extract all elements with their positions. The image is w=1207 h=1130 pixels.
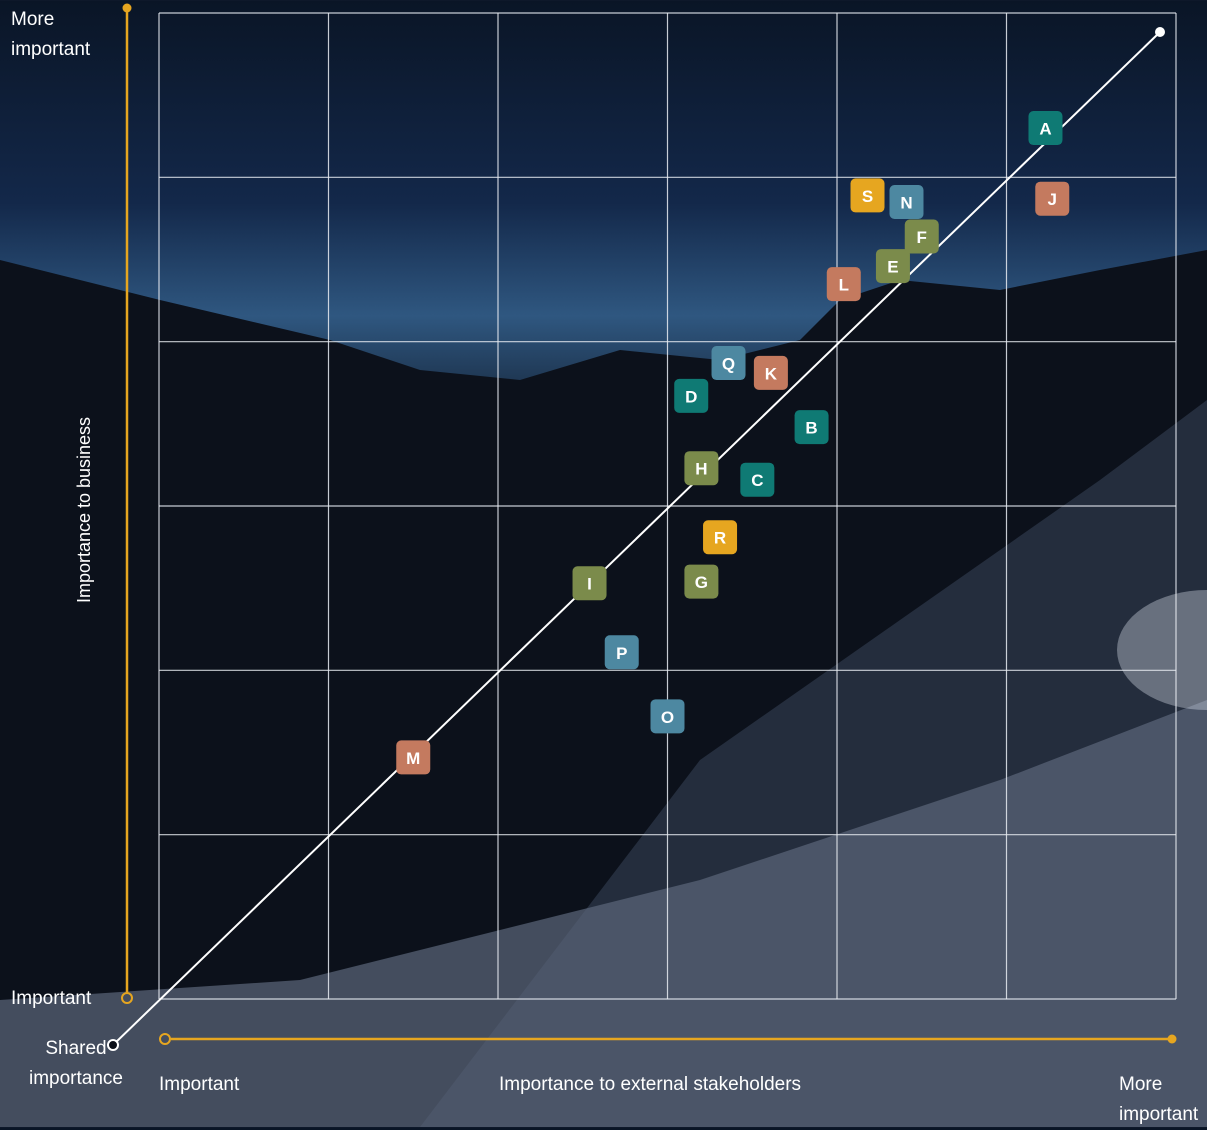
point-marker	[684, 564, 719, 599]
point-label: L	[839, 276, 849, 295]
point: J	[1035, 181, 1070, 216]
point-marker	[1028, 111, 1063, 146]
point-label: E	[887, 258, 898, 277]
point-marker	[889, 184, 924, 219]
point: E	[875, 249, 910, 284]
y-axis-low: Important	[11, 988, 92, 1009]
point: G	[684, 564, 719, 599]
point-marker	[572, 566, 607, 601]
point: D	[674, 378, 709, 413]
point-marker	[650, 699, 685, 734]
point-label: O	[661, 708, 674, 727]
grid	[158, 12, 1177, 1000]
point-marker	[1035, 181, 1070, 216]
point-marker	[703, 520, 738, 555]
point: R	[703, 520, 738, 555]
point: M	[396, 740, 431, 775]
diagonal	[112, 31, 1161, 1046]
point-label: G	[695, 573, 708, 592]
point: N	[889, 184, 924, 219]
point-label: K	[765, 364, 778, 383]
point-marker	[753, 355, 788, 390]
point-label: Q	[722, 355, 735, 374]
diagonal-label: Shared importance	[29, 1038, 123, 1089]
y-axis-end	[122, 3, 132, 13]
diagonal-start	[107, 1039, 119, 1051]
point: P	[604, 635, 639, 670]
x-axis-low: Important	[159, 1074, 240, 1095]
headlamp-glow	[1117, 590, 1207, 710]
point-label: A	[1039, 120, 1051, 139]
point-marker	[711, 346, 746, 381]
point-label: S	[862, 187, 873, 206]
x-axis-start	[159, 1033, 171, 1045]
y-axis-start	[121, 992, 133, 1004]
y-axis-high: More important	[11, 9, 91, 60]
point: A	[1028, 111, 1063, 146]
point: O	[650, 699, 685, 734]
point-marker	[794, 410, 829, 445]
background-scene	[0, 250, 1207, 1127]
point-marker	[904, 219, 939, 254]
point: F	[904, 219, 939, 254]
point-label: F	[917, 228, 927, 247]
point-label: H	[695, 460, 707, 479]
point: S	[850, 178, 885, 213]
point-marker	[674, 378, 709, 413]
point-marker	[684, 451, 719, 486]
point: B	[794, 410, 829, 445]
diagonal-end	[1155, 27, 1165, 37]
y-axis-title: Importance to business	[74, 417, 94, 603]
point: I	[572, 566, 607, 601]
point-marker	[875, 249, 910, 284]
snow-foreground	[0, 700, 1207, 1127]
point-marker	[826, 267, 861, 302]
point-marker	[740, 462, 775, 497]
point: H	[684, 451, 719, 486]
point: L	[826, 267, 861, 302]
point: Q	[711, 346, 746, 381]
point-label: B	[805, 419, 817, 438]
point: K	[753, 355, 788, 390]
points: A B C D EF G H I J K L M N O P Q R S	[396, 111, 1070, 775]
point-label: C	[751, 471, 763, 490]
x-axis-end	[1167, 1034, 1177, 1044]
point: C	[740, 462, 775, 497]
point-label: P	[616, 644, 627, 663]
x-axis-title: Importance to external stakeholders	[499, 1074, 802, 1095]
point-marker	[604, 635, 639, 670]
point-marker	[850, 178, 885, 213]
point-marker	[396, 740, 431, 775]
point-label: N	[900, 193, 912, 212]
point-label: I	[587, 575, 592, 594]
point-label: M	[406, 749, 420, 768]
point-label: J	[1048, 190, 1057, 209]
point-label: R	[714, 529, 726, 548]
x-axis-high: More important	[1119, 1074, 1199, 1125]
point-label: D	[685, 387, 697, 406]
